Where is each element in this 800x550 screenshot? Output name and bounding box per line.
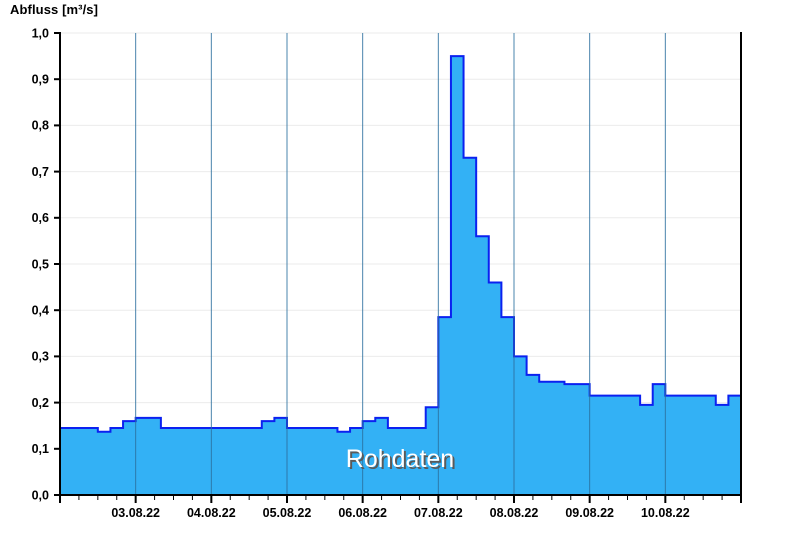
- gridlines-group: [60, 32, 741, 450]
- y-axis-tick-label: 0,7: [32, 165, 49, 179]
- discharge-area-fill: [60, 56, 741, 495]
- y-axis-tick-label: 0,5: [32, 257, 49, 271]
- x-axis-tick-label: 04.08.22: [187, 506, 236, 520]
- y-axis-tick-labels: 0,0 0,1 0,2 0,3 0,4 0,5 0,6 0,7 0,8 0,9 1,0: [32, 26, 49, 502]
- day-separator-lines: [135, 33, 666, 495]
- y-axis-tick-label: 1,0: [32, 26, 49, 40]
- x-axis-tick-label: 06.08.22: [338, 506, 387, 520]
- discharge-outline: [60, 55, 742, 450]
- y-axis-tick-label: 0,0: [32, 488, 49, 502]
- y-axis-tick-label: 0,1: [32, 442, 49, 456]
- x-axis-tick-label: 07.08.22: [414, 506, 463, 520]
- x-axis-tick-label: 08.08.22: [490, 506, 539, 520]
- x-axis-tick-label: 10.08.22: [641, 506, 690, 520]
- y-axis-tick-label: 0,8: [32, 119, 49, 133]
- y-axis-tick-label: 0,2: [32, 396, 49, 410]
- y-axis-title: Abfluss [m³/s]: [10, 2, 99, 17]
- watermark-label: Rohdaten: [346, 445, 454, 473]
- axis-ticks: [54, 32, 742, 503]
- watermark-shadow-text: Rohdaten: [348, 447, 456, 475]
- data-area-group: [60, 55, 742, 495]
- x-axis-tick-labels: 03.08.22 04.08.22 05.08.22 06.08.22 07.08.22…: [111, 506, 689, 520]
- watermark-rohdaten: Rohdaten Rohdaten: [346, 445, 456, 475]
- y-axis-tick-label: 0,4: [32, 303, 49, 317]
- y-axis-tick-label: 0,6: [32, 211, 49, 225]
- x-axis-tick-label: 03.08.22: [111, 506, 160, 520]
- y-axis-tick-label: 0,9: [32, 72, 49, 86]
- x-axis-tick-label: 09.08.22: [565, 506, 614, 520]
- x-axis-tick-label: 05.08.22: [263, 506, 312, 520]
- y-axis-tick-label: 0,3: [32, 350, 49, 364]
